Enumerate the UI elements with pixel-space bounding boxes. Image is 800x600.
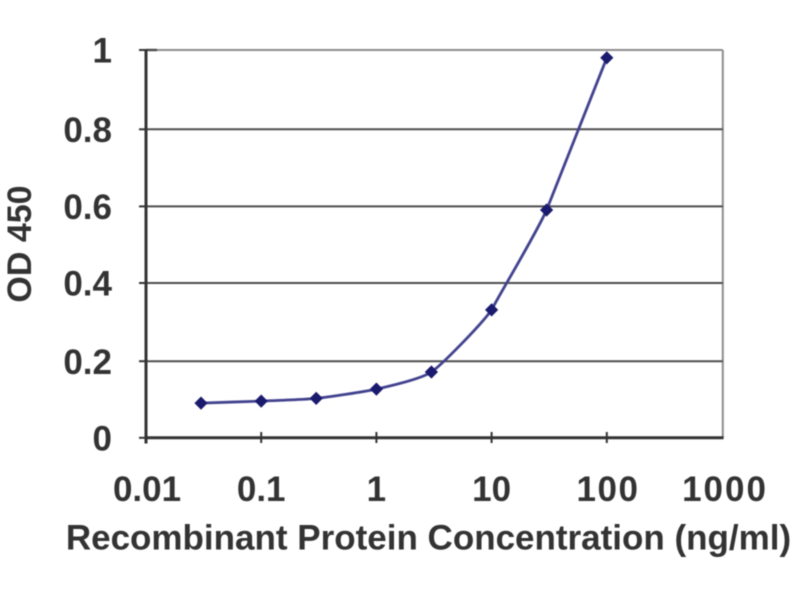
svg-text:Recombinant Protein Concentrat: Recombinant Protein Concentration (ng/ml… bbox=[66, 519, 791, 558]
svg-text:OD 450: OD 450 bbox=[1, 185, 39, 302]
svg-text:1: 1 bbox=[367, 470, 386, 509]
svg-text:0: 0 bbox=[93, 419, 112, 458]
svg-text:1: 1 bbox=[93, 32, 112, 71]
svg-text:0.1: 0.1 bbox=[237, 470, 286, 509]
svg-text:0.8: 0.8 bbox=[63, 111, 112, 150]
svg-text:1000: 1000 bbox=[682, 470, 768, 509]
svg-text:100: 100 bbox=[577, 470, 640, 509]
svg-text:0.4: 0.4 bbox=[63, 265, 112, 304]
svg-text:10: 10 bbox=[472, 470, 511, 509]
svg-text:0.2: 0.2 bbox=[63, 343, 112, 382]
svg-text:0.6: 0.6 bbox=[63, 188, 112, 227]
svg-text:0.01: 0.01 bbox=[113, 470, 181, 509]
